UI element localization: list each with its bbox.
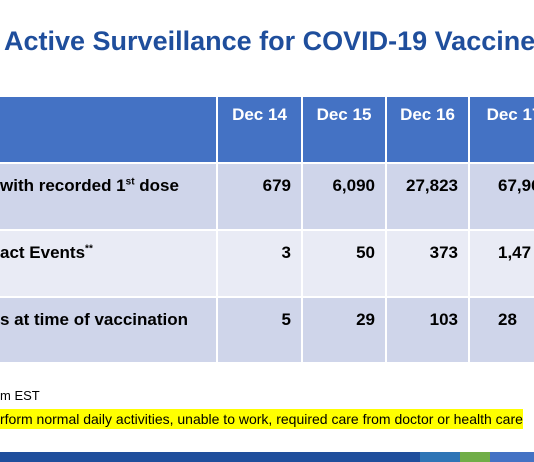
label-part: with recorded 1	[0, 176, 126, 195]
label-part: **	[85, 243, 93, 255]
table-cell: 6,090	[303, 164, 387, 231]
header-cell: Dec 16	[387, 97, 470, 164]
table-cell: 67,96	[470, 164, 534, 231]
footer-bar	[460, 452, 490, 462]
label-part: s at time of vaccination	[0, 310, 188, 329]
slide-title: Active Surveillance for COVID-19 Vaccine	[4, 26, 534, 56]
footnote-highlight: rform normal daily activities, unable to…	[0, 409, 523, 429]
table-cell: 679	[218, 164, 303, 231]
footer-bar	[420, 452, 460, 462]
footnote: m EST	[0, 388, 40, 403]
row-label: s at time of vaccination	[0, 298, 218, 364]
table-cell: 27,823	[387, 164, 470, 231]
row-label: with recorded 1st dose	[0, 164, 218, 231]
header-cell: Dec 14	[218, 97, 303, 164]
table-cell: 50	[303, 231, 387, 298]
table-cell: 28	[470, 298, 534, 364]
table-cell: 103	[387, 298, 470, 364]
label-part: act Events	[0, 243, 86, 262]
header-cell: Dec 17	[470, 97, 534, 164]
header-cell	[0, 97, 218, 164]
footer-bar	[0, 452, 420, 462]
table-cell: 3	[218, 231, 303, 298]
label-part: st	[125, 176, 135, 188]
header-cell: Dec 15	[303, 97, 387, 164]
table-cell: 1,47	[470, 231, 534, 298]
table-cell: 5	[218, 298, 303, 364]
table-cell: 373	[387, 231, 470, 298]
footer-bar	[490, 452, 534, 462]
row-label: act Events**	[0, 231, 218, 298]
table-cell: 29	[303, 298, 387, 364]
label-part: dose	[134, 176, 179, 195]
